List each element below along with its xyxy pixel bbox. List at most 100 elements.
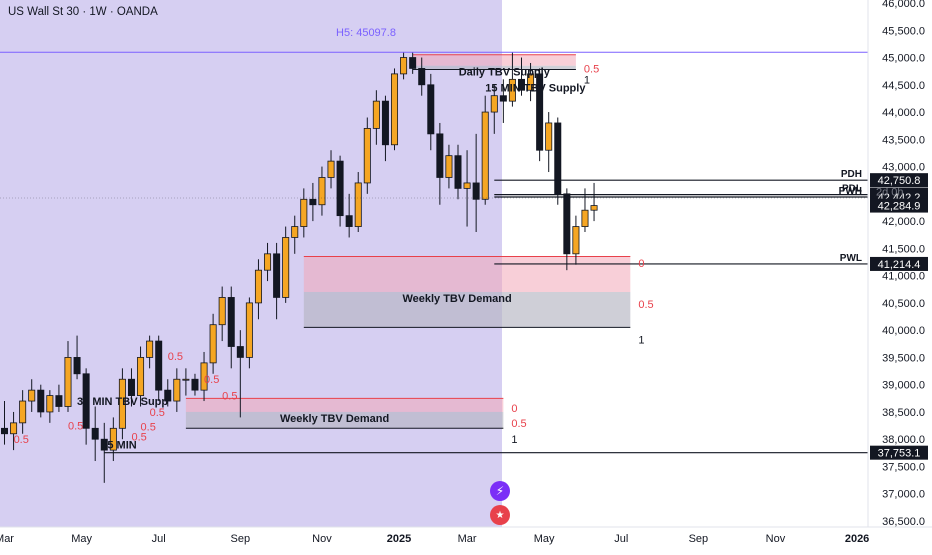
y-tick-label: 41,500.0 xyxy=(882,243,925,255)
candle-body xyxy=(164,389,172,402)
y-tick-label: 43,500.0 xyxy=(882,134,925,146)
candle-body xyxy=(354,182,362,227)
candle-body xyxy=(363,128,371,184)
candle-body xyxy=(264,253,272,271)
candle-body xyxy=(291,226,299,238)
candle-body xyxy=(409,57,417,69)
bottom-icons: ⚡ ★ xyxy=(486,481,514,529)
x-tick-label: Sep xyxy=(231,533,251,545)
candle-body xyxy=(490,95,498,113)
PDH-label: PDH xyxy=(841,169,862,180)
candle-body xyxy=(218,297,226,326)
candle-body xyxy=(118,378,126,429)
candle-body xyxy=(55,395,63,407)
level-line-layer xyxy=(0,51,868,454)
y-tick-label: 45,000.0 xyxy=(882,53,925,65)
candle-body xyxy=(572,226,580,255)
weekly-tbv-demand-lower-fib-label: 1 xyxy=(511,434,517,446)
daily-tbv-supply-fib-label: 1 xyxy=(584,74,590,86)
PDH-price-text: 42,750.8 xyxy=(878,175,921,187)
fifteen-min-line-price-tag xyxy=(870,445,928,460)
PWL-label: PWL xyxy=(840,253,862,264)
candle-body xyxy=(155,340,163,391)
candle-body xyxy=(10,422,18,435)
candle-body xyxy=(236,346,244,358)
fifteen-min-tbv-supply-label: 15 MIN TBV Supply xyxy=(485,83,586,95)
y-tick-label: 40,500.0 xyxy=(882,298,925,310)
weekly-tbv-demand-lower-fib-label: 0.5 xyxy=(511,418,526,430)
candle-body xyxy=(82,373,90,429)
candle-layer xyxy=(0,52,598,483)
fib-scatter-label: 0.5 xyxy=(141,422,156,434)
lightning-icon[interactable]: ⚡ xyxy=(490,481,510,501)
candle-body xyxy=(137,357,145,396)
weekly-tbv-demand-lower-lower-box xyxy=(185,411,504,429)
us-flag-icon[interactable]: ★ xyxy=(490,505,510,525)
PWL-price-text: 41,214.4 xyxy=(878,259,921,271)
weekly-tbv-demand-upper-lower-box xyxy=(303,291,631,328)
candle-body xyxy=(436,133,444,178)
fib-scatter-label: 0.5 xyxy=(68,421,83,433)
candle-body xyxy=(227,297,235,347)
candle-body xyxy=(481,111,489,200)
candle-body xyxy=(427,84,435,135)
candle-body xyxy=(554,122,562,195)
candle-body xyxy=(318,177,326,206)
fib-scatter-label: 0.5 xyxy=(14,434,29,446)
x-tick-label: Mar xyxy=(0,533,14,545)
zone-layer xyxy=(185,54,631,429)
candle-body xyxy=(327,160,335,178)
candle-body xyxy=(146,340,154,358)
y-tick-label: 37,000.0 xyxy=(882,489,925,501)
candle-body xyxy=(563,193,571,255)
x-tick-label: Nov xyxy=(766,533,786,545)
candle-body xyxy=(64,357,72,407)
candle-body xyxy=(590,205,598,211)
candle-body xyxy=(173,378,181,402)
x-tick-label: 2026 xyxy=(845,533,869,545)
y-tick-label: 45,500.0 xyxy=(882,25,925,37)
y-tick-label: 41,000.0 xyxy=(882,271,925,283)
chart-title: US Wall St 30 · 1W · OANDA xyxy=(8,6,158,18)
x-tick-label: Jul xyxy=(614,533,628,545)
fib-scatter-label: 0.5 xyxy=(131,431,146,443)
weekly-tbv-demand-upper-upper-box xyxy=(303,256,631,292)
daily-tbv-supply-label: Daily TBV Supply xyxy=(459,67,551,79)
candle-body xyxy=(209,324,217,364)
fifteen-min-line-label: 15 MIN xyxy=(101,440,137,452)
weekly-tbv-demand-lower-upper-box xyxy=(185,398,504,412)
weekly-tbv-demand-upper-fib-label: 0.5 xyxy=(638,299,653,311)
daily-tbv-supply-upper-box xyxy=(412,54,576,66)
x-tick-label: 2025 xyxy=(387,533,411,545)
candle-body xyxy=(391,73,399,146)
fib-scatter-label: 0.5 xyxy=(222,391,237,403)
x-tick-label: Jul xyxy=(152,533,166,545)
daily-tbv-supply-fib-label: 0.5 xyxy=(584,63,599,75)
x-tick-label: May xyxy=(71,533,92,545)
candle-body xyxy=(463,182,471,189)
candle-body xyxy=(336,160,344,217)
candle-body xyxy=(309,198,317,206)
x-tick-label: May xyxy=(534,533,555,545)
fib-scatter-label: 0.5 xyxy=(168,351,183,363)
y-tick-label: 36,500.0 xyxy=(882,516,925,528)
weekly-tbv-demand-lower-fib-label: 0 xyxy=(511,403,517,415)
y-tick-label: 38,500.0 xyxy=(882,407,925,419)
candle-body xyxy=(545,122,553,151)
y-tick-label: 42,000.0 xyxy=(882,216,925,228)
candle-body xyxy=(418,68,426,86)
candle-body xyxy=(127,378,135,396)
candle-body xyxy=(300,198,308,227)
weekly-tbv-demand-lower-label: Weekly TBV Demand xyxy=(280,413,389,425)
x-tick-label: Mar xyxy=(458,533,477,545)
candle-body xyxy=(454,155,462,189)
candle-body xyxy=(100,438,108,451)
fib-scatter-label: 0.5 xyxy=(150,407,165,419)
candle-body xyxy=(28,389,36,402)
candle-body xyxy=(73,357,81,375)
weekly-tbv-demand-upper-label: Weekly TBV Demand xyxy=(402,293,511,305)
candle-body xyxy=(46,395,54,413)
candle-body xyxy=(200,362,208,391)
x-tick-label: Sep xyxy=(689,533,709,545)
